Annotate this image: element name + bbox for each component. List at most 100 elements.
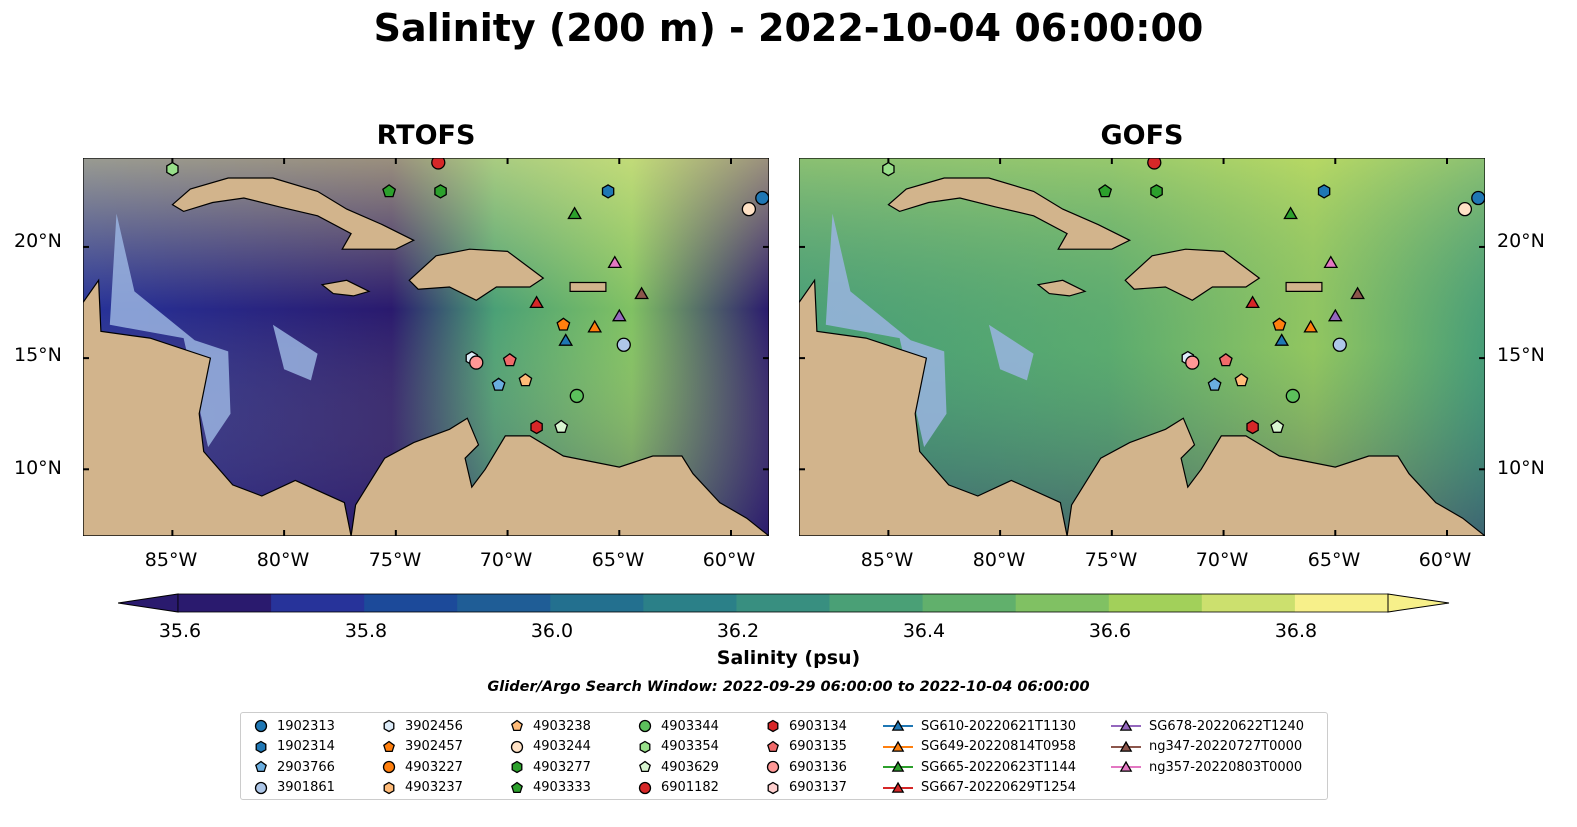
legend-label: 4903227 — [405, 759, 463, 775]
legend-label: SG667-20220629T1254 — [921, 780, 1077, 795]
legend-symbol — [383, 740, 395, 752]
legend-marker — [639, 760, 651, 773]
obs-marker-1902314 — [601, 184, 615, 199]
obs-marker-sg665-20220623t1144 — [567, 206, 582, 220]
obs-marker-sg610-20220621t1130 — [558, 333, 574, 346]
colorbar-tick-label: 35.6 — [158, 620, 202, 642]
legend-symbol — [1119, 760, 1133, 772]
legend-label: 1902314 — [277, 739, 335, 754]
legend-entry: SG610-20220621T1130 — [883, 716, 1076, 736]
lat-tick-label-right: 10°N — [1497, 457, 1545, 479]
obs-marker-sg649-20220814t0958 — [1303, 319, 1319, 333]
legend-entry: 4903227 — [381, 757, 463, 777]
obs-marker-ng347-20220727t0000 — [1350, 286, 1365, 300]
lon-tick-label: 75°W — [1084, 549, 1138, 571]
legend-symbol — [382, 760, 396, 774]
colorbar-segment — [1015, 594, 1110, 612]
lon-tick-label: 60°W — [1418, 549, 1472, 571]
legend-marker — [383, 719, 395, 733]
lon-tick-label: 70°W — [1195, 549, 1249, 571]
legend-marker — [1111, 719, 1141, 731]
legend-label: 2903766 — [277, 759, 335, 775]
legend-symbol — [767, 781, 779, 794]
legend-label: 6903137 — [789, 780, 847, 795]
colorbar-segment — [178, 594, 272, 612]
obs-marker-1902313 — [755, 190, 769, 206]
legend-marker — [883, 781, 913, 793]
obs-marker-6901182 — [431, 158, 446, 170]
legend-marker — [639, 740, 651, 753]
legend-marker — [511, 719, 523, 732]
colorbar-segment — [922, 594, 1017, 612]
obs-marker-6903135 — [1218, 352, 1233, 367]
legend-entry: 4903354 — [637, 737, 719, 757]
legend-marker — [511, 760, 523, 774]
panel-title-gofs: GOFS — [1100, 120, 1184, 151]
legend-marker — [1111, 740, 1141, 752]
obs-marker-4903244 — [741, 201, 757, 217]
lon-tick-label: 85°W — [144, 549, 198, 571]
legend-marker — [255, 740, 267, 753]
legend-marker — [638, 719, 652, 733]
legend-marker — [883, 719, 913, 731]
legend-label: 4903344 — [661, 718, 719, 734]
legend-symbol — [511, 760, 523, 774]
legend-symbol — [1119, 740, 1133, 752]
gofs-salinity-map — [799, 158, 1485, 536]
legend-marker — [511, 781, 523, 793]
colorbar-tick-label: 35.8 — [344, 620, 388, 642]
legend-marker — [883, 740, 913, 752]
legend-label: 4903244 — [533, 739, 591, 754]
obs-marker-sg649-20220814t0958 — [587, 319, 603, 333]
legend-marker — [510, 740, 524, 753]
obs-marker-3901861 — [616, 337, 631, 352]
colorbar-extend-max — [1387, 593, 1450, 613]
legend-symbol — [511, 719, 523, 732]
legend-entry: 4903237 — [381, 778, 463, 798]
legend-entry: 4903238 — [509, 716, 591, 736]
legend-label: 6903136 — [789, 759, 847, 775]
obs-marker-4903277 — [1150, 184, 1163, 199]
legend-label: SG610-20220621T1130 — [921, 718, 1077, 734]
obs-marker-6901182 — [1147, 158, 1162, 170]
legend-symbol — [511, 781, 523, 793]
colorbar-segment — [643, 594, 738, 612]
legend-symbol — [639, 740, 651, 753]
obs-marker-3902457 — [1272, 317, 1287, 331]
hispaniola-land — [408, 248, 545, 301]
obs-marker-sg665-20220623t1144 — [1283, 206, 1298, 220]
legend-symbol — [254, 719, 268, 733]
legend-entry: ng347-20220727T0000 — [1111, 737, 1302, 757]
lon-tick-label: 65°W — [591, 549, 645, 571]
central-america-land — [799, 278, 1068, 536]
legend-label: 4903333 — [533, 780, 591, 795]
obs-marker-sg678-20220622t1240 — [1327, 308, 1343, 322]
cuba-land — [171, 177, 416, 250]
obs-marker-ng357-20220803t0000 — [1323, 255, 1339, 269]
colorbar-frame — [177, 593, 1389, 613]
legend-label: 6903135 — [789, 739, 847, 754]
legend-marker — [254, 781, 268, 794]
legend-entry: SG678-20220622T1240 — [1111, 716, 1304, 736]
legend-entry: 6903135 — [765, 737, 847, 757]
legend-marker — [383, 740, 395, 752]
lon-tick-label: 85°W — [860, 549, 914, 571]
legend-marker — [767, 781, 779, 794]
legend-marker — [883, 760, 913, 772]
legend-symbol — [1119, 719, 1133, 731]
colorbar-tick-label: 36.6 — [1088, 620, 1132, 642]
south-america-land — [350, 417, 769, 536]
legend-label: 3902457 — [405, 739, 463, 754]
obs-marker-6903136 — [1185, 355, 1200, 370]
legend-marker — [255, 760, 267, 773]
obs-marker-sg678-20220622t1240 — [611, 308, 627, 322]
legend-symbol — [891, 719, 905, 731]
lon-tick-label: 65°W — [1307, 549, 1361, 571]
legend-entry: 4903244 — [509, 737, 591, 757]
south-america-land — [1066, 417, 1485, 536]
legend-symbol — [383, 781, 395, 794]
legend-symbol — [767, 719, 779, 733]
legend-entry: ng357-20220803T0000 — [1111, 757, 1302, 777]
lon-tick-label: 60°W — [702, 549, 756, 571]
lat-tick-label-right: 20°N — [1497, 230, 1545, 252]
